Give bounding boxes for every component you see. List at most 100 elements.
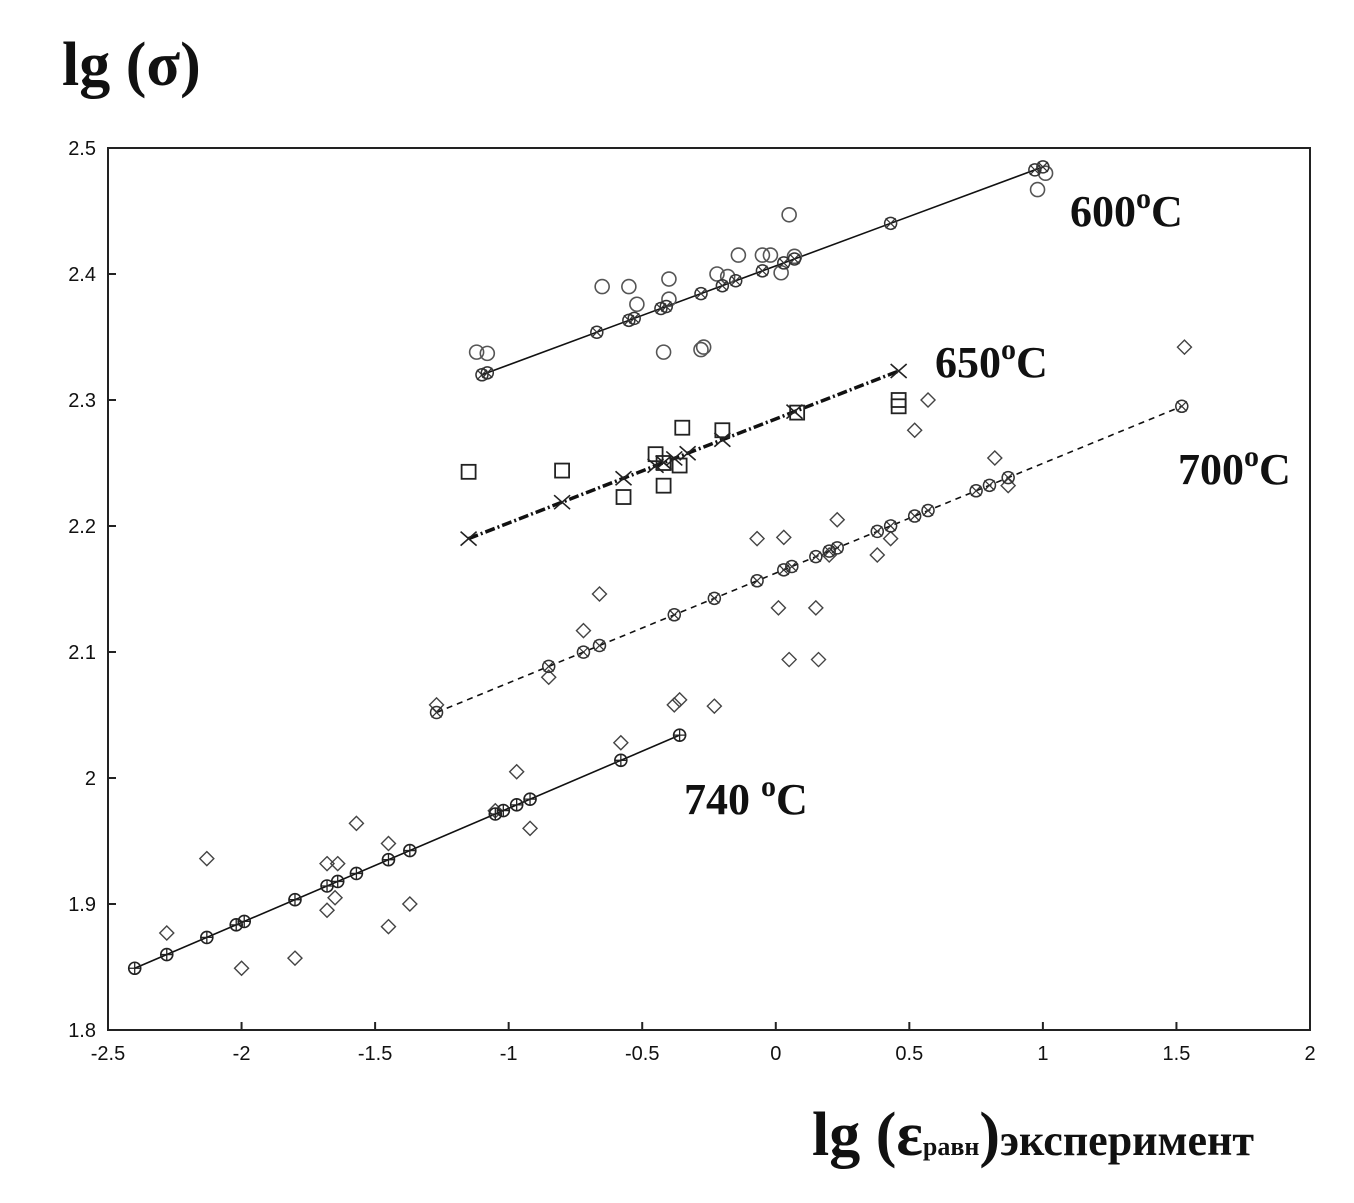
x-tick-label: -0.5 <box>625 1043 659 1065</box>
model-point-700 <box>982 478 997 493</box>
model-point-600 <box>659 299 674 314</box>
model-point-600 <box>756 265 768 277</box>
model-point-700 <box>831 542 843 554</box>
model-point-600 <box>778 257 790 269</box>
x-axis-label: lg (εравн)эксперимент <box>812 1100 1254 1171</box>
data-point-700 <box>749 530 766 547</box>
data-point-740 <box>508 763 525 780</box>
model-point-700 <box>543 660 555 672</box>
data-point-650 <box>789 404 806 421</box>
data-point-600 <box>594 278 610 295</box>
data-point-700 <box>882 530 899 547</box>
data-point-600 <box>468 344 485 360</box>
model-point-600 <box>755 264 770 278</box>
x-label-close: ) <box>979 1101 1001 1169</box>
model-point-700 <box>810 551 822 563</box>
label-650C: 650oC <box>935 333 1048 387</box>
y-axis-label: lg (σ) <box>62 31 201 99</box>
data-point-650 <box>460 463 477 480</box>
data-point-740 <box>666 696 683 713</box>
data-point-740 <box>329 855 346 872</box>
model-point-600 <box>1036 160 1050 174</box>
model-point-600 <box>627 311 641 326</box>
model-point-700 <box>708 592 720 604</box>
x-tick-label: 0 <box>770 1043 781 1065</box>
data-point-650 <box>714 422 731 439</box>
model-point-600 <box>481 367 493 379</box>
model-point-600 <box>628 312 640 324</box>
model-point-700 <box>907 509 922 523</box>
fit-line-700 <box>436 405 1183 714</box>
x-tick-label: -1.5 <box>358 1043 392 1065</box>
model-point-600 <box>590 325 604 339</box>
model-point-700 <box>786 561 798 572</box>
data-point-700 <box>829 511 846 528</box>
model-point-700 <box>592 638 607 653</box>
data-point-600 <box>693 341 709 358</box>
model-point-650 <box>713 432 731 448</box>
model-point-600 <box>1037 161 1049 173</box>
data-point-600 <box>661 291 677 308</box>
model-point-700 <box>922 505 934 516</box>
data-point-650 <box>674 419 691 436</box>
y-tick-label: 2 <box>85 768 96 790</box>
data-point-740 <box>401 896 418 912</box>
model-point-700 <box>970 485 982 497</box>
model-point-700 <box>541 659 556 674</box>
x-tick-label: -2 <box>233 1043 251 1065</box>
data-point-740 <box>348 815 365 832</box>
model-point-740 <box>200 931 213 944</box>
data-point-740 <box>380 835 397 852</box>
data-point-740 <box>319 855 336 872</box>
data-point-700 <box>920 392 937 408</box>
data-point-700 <box>869 546 886 563</box>
data-point-740 <box>612 734 629 751</box>
model-point-740 <box>614 754 627 767</box>
model-point-600 <box>1029 164 1041 176</box>
data-point-650 <box>655 455 672 471</box>
model-point-700 <box>909 510 921 522</box>
model-point-700 <box>707 591 722 606</box>
data-point-700 <box>1176 339 1193 356</box>
model-point-700 <box>667 608 682 622</box>
data-point-700 <box>775 529 792 546</box>
model-point-740 <box>497 804 510 817</box>
model-point-600 <box>789 253 800 265</box>
x-tick-label: 1.5 <box>1163 1043 1191 1065</box>
model-point-700 <box>823 545 835 557</box>
model-point-600 <box>694 286 708 301</box>
model-point-600 <box>480 366 495 380</box>
data-point-740 <box>319 902 336 919</box>
data-point-600 <box>655 344 672 360</box>
data-point-600 <box>629 296 645 313</box>
data-point-740 <box>671 691 688 708</box>
data-point-700 <box>540 669 557 686</box>
data-point-650 <box>890 398 907 415</box>
data-point-700 <box>1000 477 1017 494</box>
plot-frame <box>107 147 1311 1031</box>
model-point-600 <box>716 280 728 292</box>
model-point-740 <box>321 879 334 892</box>
data-point-700 <box>986 449 1003 466</box>
data-point-650 <box>647 446 664 463</box>
model-point-740 <box>510 798 523 811</box>
model-point-700 <box>809 549 823 564</box>
model-point-600 <box>591 326 603 338</box>
model-point-700 <box>1002 472 1014 484</box>
model-point-600 <box>885 217 897 229</box>
model-point-740 <box>524 793 537 806</box>
model-point-700 <box>751 575 763 587</box>
model-point-700 <box>883 519 898 533</box>
data-point-700 <box>810 651 827 668</box>
x-tick-label: 0.5 <box>895 1043 923 1065</box>
x-label-suffix: эксперимент <box>1000 1116 1254 1165</box>
model-point-600 <box>730 275 742 287</box>
model-point-650 <box>460 530 478 547</box>
x-tick-label: 2 <box>1304 1043 1315 1065</box>
data-point-600 <box>695 339 712 355</box>
model-point-600 <box>883 216 898 231</box>
y-tick-label: 2.3 <box>68 390 96 412</box>
model-point-700 <box>778 564 790 576</box>
data-point-600 <box>786 248 803 265</box>
data-point-740 <box>198 850 215 867</box>
